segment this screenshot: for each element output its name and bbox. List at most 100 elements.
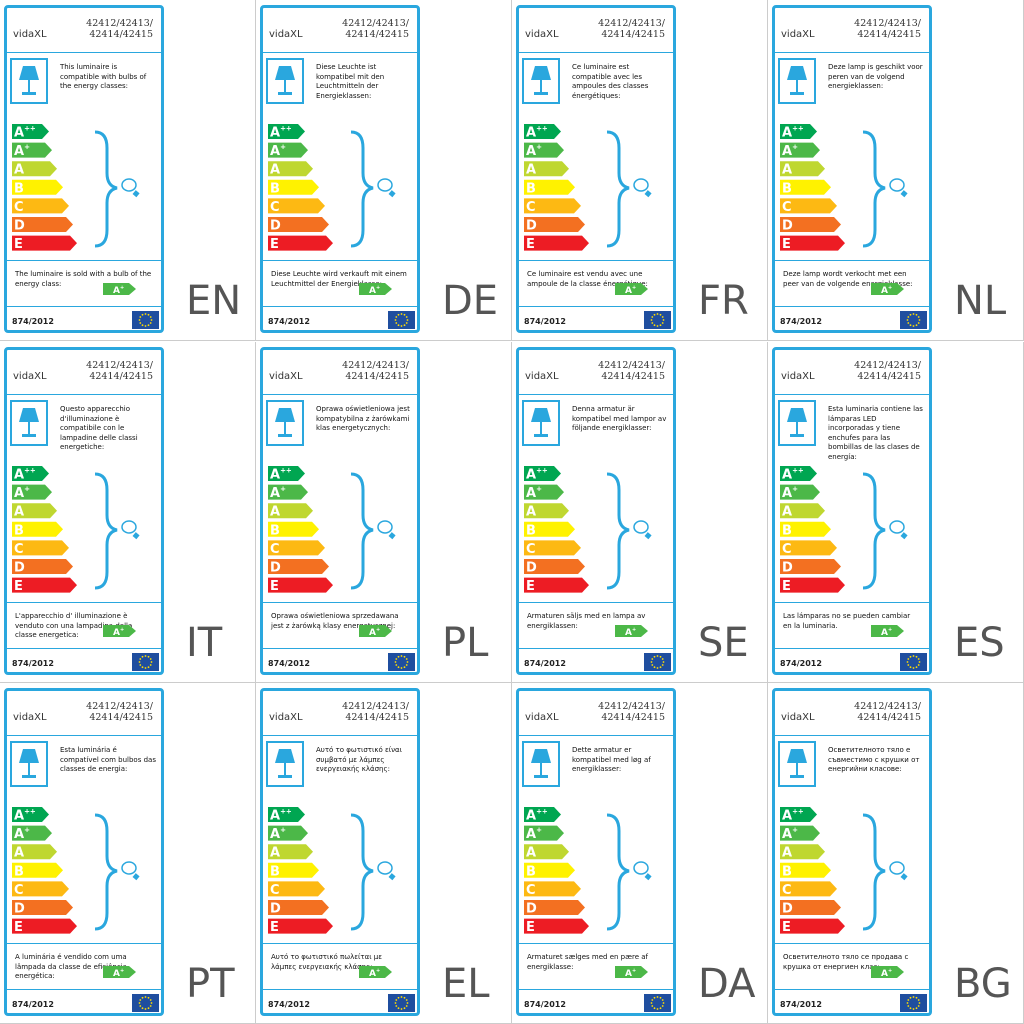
eu-star <box>139 658 142 660</box>
eu-star <box>659 666 662 669</box>
energy-class-text: A++ <box>782 808 804 824</box>
eu-star <box>912 667 915 669</box>
label-cell: vidaXL 42412/42413/42414/42415 Deze lamp i… <box>768 0 1024 341</box>
model-line: 42414/42415 <box>89 29 153 40</box>
eu-star <box>907 658 910 660</box>
class-sup: + <box>536 143 542 151</box>
energy-class <box>268 124 305 139</box>
compatible-text: Esta luminaria contiene las lámparas LED… <box>828 405 923 461</box>
model-line: 42412/42413/ <box>854 18 921 29</box>
energy-class <box>12 503 57 519</box>
energy-class-text: A <box>782 505 792 520</box>
energy-class-text: A <box>14 505 24 520</box>
model: 42412/42413/42414/42415 <box>854 701 921 723</box>
eu-star <box>912 313 915 315</box>
energy-label: vidaXL 42412/42413/42414/42415 Αυτό το φωτ… <box>260 688 420 1016</box>
lamp-base <box>790 434 804 437</box>
divider <box>519 306 673 307</box>
energy-class-text: A+ <box>526 485 542 501</box>
brace <box>350 472 374 590</box>
eu-star <box>659 996 662 999</box>
class-letter: A <box>782 809 792 824</box>
class-letter: A <box>782 126 792 141</box>
label-cell: vidaXL 42412/42413/42414/42415 Diese Leuch… <box>256 0 512 341</box>
eu-star <box>906 661 909 663</box>
lamp-icon-frame <box>266 58 304 104</box>
class-letter: B <box>14 181 24 196</box>
eu-star <box>403 996 406 999</box>
energy-class <box>780 862 831 878</box>
eu-flag <box>644 653 671 671</box>
brace <box>94 130 118 248</box>
class-letter: A <box>782 163 792 178</box>
eu-star <box>661 999 664 1001</box>
class-letter: C <box>14 542 24 557</box>
model-line: 42412/42413/ <box>342 360 409 371</box>
energy-label: vidaXL 42412/42413/42414/42415 Осветително… <box>772 688 932 1016</box>
energy-class <box>780 217 841 232</box>
brace <box>94 813 118 931</box>
class-sup: + <box>792 143 798 151</box>
eu-star <box>918 661 921 663</box>
class-letter: E <box>14 920 23 935</box>
class-letter: E <box>782 920 791 935</box>
brace <box>350 813 374 931</box>
label-cell: vidaXL 42412/42413/42414/42415 Dette armat… <box>512 683 768 1024</box>
model-line: 42414/42415 <box>857 29 921 40</box>
eu-star <box>397 996 400 999</box>
energy-class <box>780 466 817 481</box>
regulation: 874/2012 <box>12 1000 54 1009</box>
eu-star <box>661 316 664 318</box>
eu-star <box>403 655 406 658</box>
brand: vidaXL <box>13 29 47 40</box>
eu-star <box>918 1002 921 1004</box>
eu-flag <box>132 994 159 1012</box>
lamp-icon-frame <box>522 741 560 787</box>
eu-flag <box>900 994 927 1012</box>
eu-star <box>651 316 654 318</box>
eu-star <box>656 655 659 657</box>
lamp-base <box>22 775 36 778</box>
lamp-stem <box>284 80 286 92</box>
energy-class <box>780 881 837 897</box>
eu-star <box>147 324 150 327</box>
sold-text: Las lámparas no se pueden cambiar en la … <box>783 612 911 630</box>
sold-text: The luminaire is sold with a bulb of the… <box>15 270 152 288</box>
energy-class-text: C <box>14 542 24 557</box>
energy-class-text: B <box>14 864 24 879</box>
language-code: PL <box>442 620 489 666</box>
eu-star <box>662 1002 665 1004</box>
class-letter: D <box>526 561 537 576</box>
lamp-stem <box>28 80 30 92</box>
class-sup: + <box>280 826 286 834</box>
eu-star <box>651 1005 654 1007</box>
eu-star <box>149 658 152 660</box>
class-sup: ++ <box>280 467 292 475</box>
energy-class <box>524 862 575 878</box>
label-cell: vidaXL 42412/42413/42414/42415 Oprawa oświ… <box>256 342 512 683</box>
divider <box>7 943 161 944</box>
energy-class <box>524 918 589 934</box>
compatible-text: Diese Leuchte ist kompatibel mit den Leu… <box>316 63 385 100</box>
energy-class <box>12 466 49 481</box>
divider <box>519 394 673 395</box>
lamp-shade <box>531 408 551 422</box>
bulb <box>377 520 393 534</box>
eu-star <box>141 655 144 658</box>
energy-class <box>524 198 581 214</box>
eu-star <box>149 322 152 324</box>
lamp-stem <box>540 80 542 92</box>
energy-class-text: C <box>782 883 792 898</box>
energy-class-text: A <box>14 163 24 178</box>
compatible-text: Denna armatur är kompatibel med lampor a… <box>572 405 667 432</box>
eu-star <box>661 664 664 666</box>
lamp-shade <box>787 66 807 80</box>
energy-class <box>268 198 325 214</box>
lamp-shade <box>531 66 551 80</box>
bulb <box>633 178 649 192</box>
lamp-stem <box>28 422 30 434</box>
regulation: 874/2012 <box>524 317 566 326</box>
regulation: 874/2012 <box>780 1000 822 1009</box>
class-sup: + <box>536 485 542 493</box>
